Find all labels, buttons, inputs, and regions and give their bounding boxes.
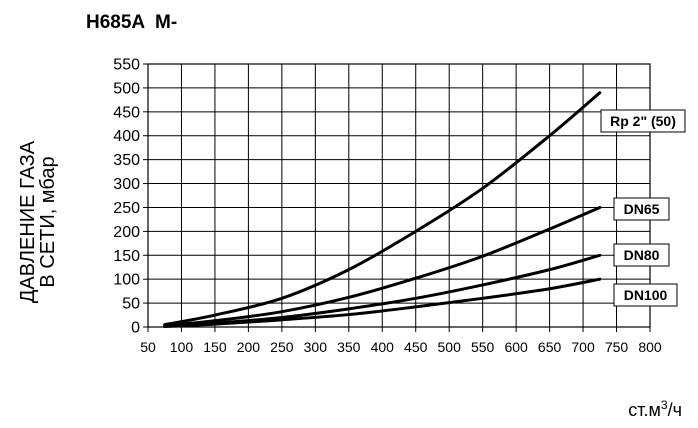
x-tick-label: 100 [170, 339, 194, 355]
x-tick-label: 450 [404, 339, 428, 355]
x-tick-label: 500 [438, 339, 462, 355]
x-tick-label: 750 [605, 339, 629, 355]
series-label-box-dn100 [613, 283, 678, 307]
x-axis-label: ст.м3/ч [628, 398, 682, 421]
y-tick-label: 300 [113, 176, 140, 193]
series-label-dn80: DN80 [624, 247, 660, 263]
series-line-dn100 [163, 277, 602, 329]
series-label-box-rp2-50 [600, 109, 686, 133]
x-tick-label: 150 [203, 339, 227, 355]
y-tick-label: 450 [113, 104, 140, 121]
x-tick-label: 300 [304, 339, 328, 355]
series-label-rp2-50: Rp 2" (50) [610, 113, 676, 129]
y-tick-label: 250 [113, 200, 140, 217]
series-label-box-dn65 [613, 197, 670, 221]
series-line-dn65 [163, 205, 602, 328]
x-axis-label-tail: /ч [667, 400, 682, 420]
series-line-rp2-50 [163, 91, 602, 327]
series-label-box-dn80 [613, 243, 670, 267]
series-label-dn100: DN100 [624, 287, 668, 303]
x-tick-label: 250 [270, 339, 294, 355]
x-tick-label: 350 [337, 339, 361, 355]
series-label-dn65: DN65 [624, 201, 660, 217]
y-tick-label: 400 [113, 128, 140, 145]
x-tick-label: 200 [237, 339, 261, 355]
x-tick-label: 600 [504, 339, 528, 355]
y-tick-label: 150 [113, 248, 140, 265]
x-tick-label: 800 [638, 339, 662, 355]
plot-frame [147, 63, 651, 328]
y-tick-label: 0 [131, 320, 140, 337]
x-axis-label-superscript: 3 [660, 398, 668, 412]
x-tick-label: 550 [471, 339, 495, 355]
y-tick-label: 50 [122, 296, 140, 313]
y-tick-label: 350 [113, 152, 140, 169]
y-tick-label: 550 [113, 57, 140, 74]
x-axis-label-main: ст.м [628, 400, 661, 420]
x-tick-label: 650 [538, 339, 562, 355]
chart-title: H685A M- [86, 12, 178, 33]
x-tick-label: 50 [140, 339, 156, 355]
y-tick-label: 200 [113, 224, 140, 241]
y-tick-label: 500 [113, 80, 140, 97]
x-tick-label: 700 [571, 339, 595, 355]
x-tick-label: 400 [371, 339, 395, 355]
y-tick-label: 100 [113, 272, 140, 289]
